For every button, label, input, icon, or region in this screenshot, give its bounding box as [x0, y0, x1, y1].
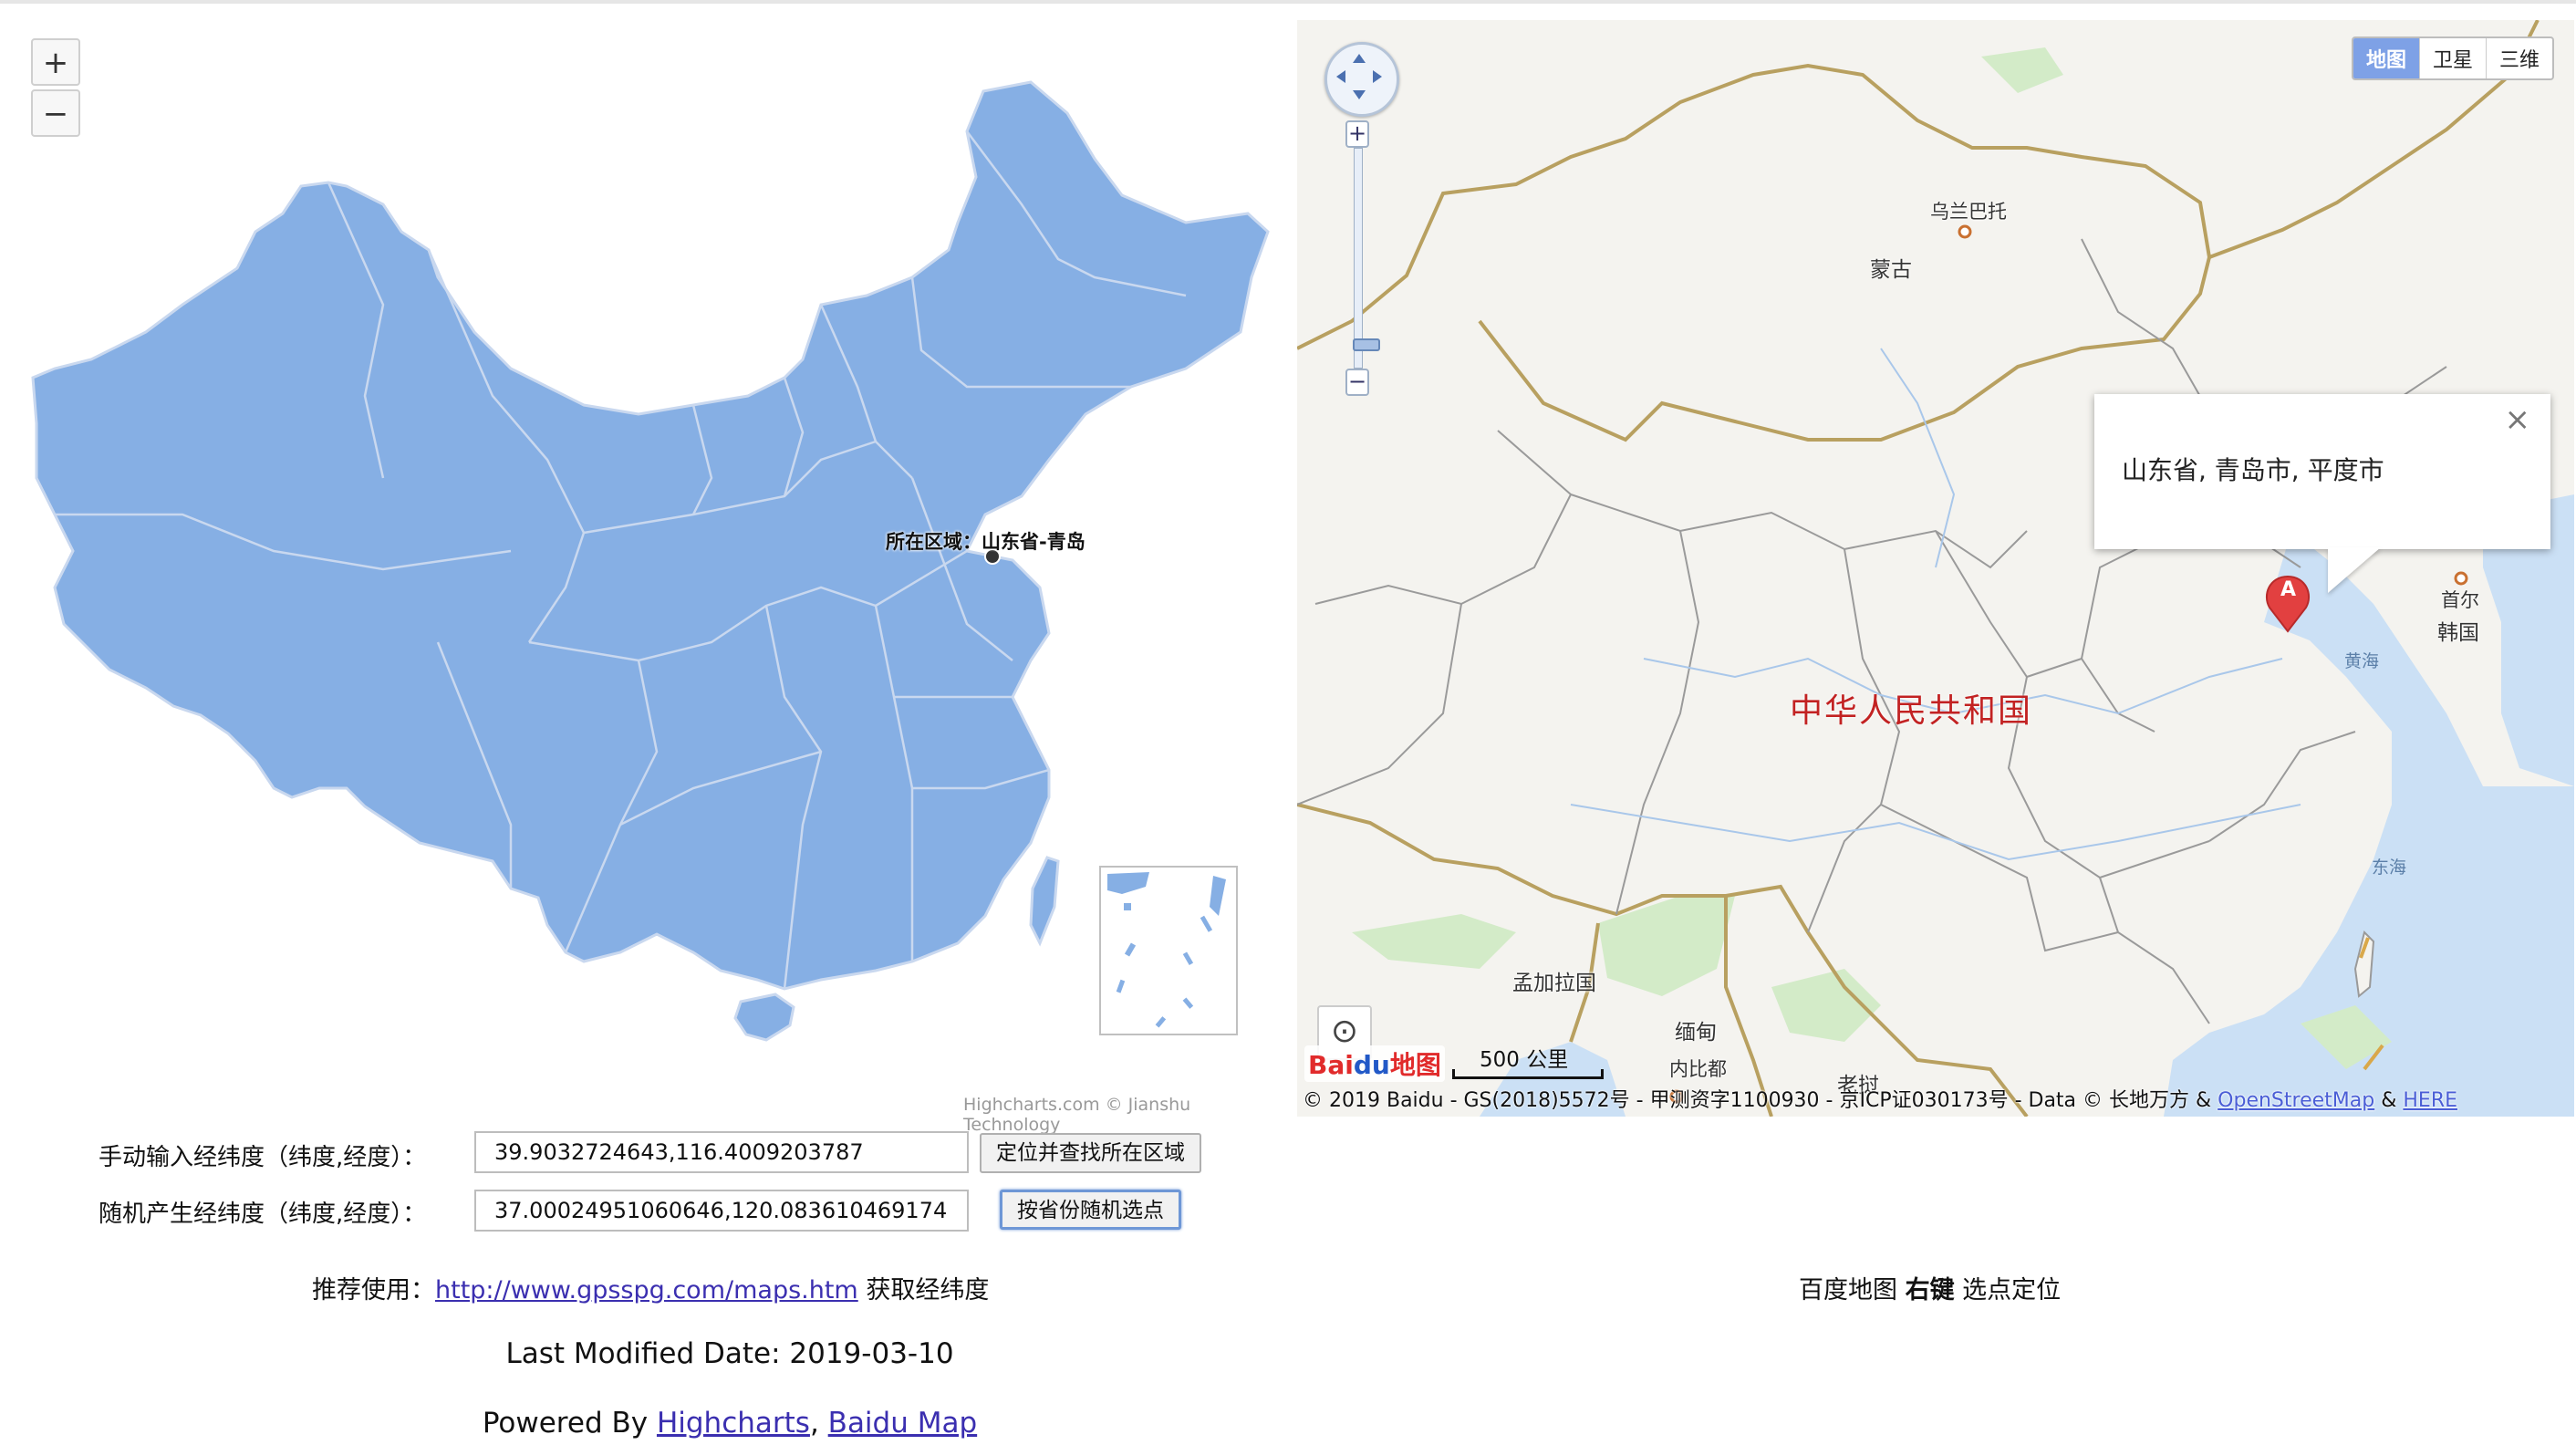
label-bangladesh: 孟加拉国 — [1512, 972, 1596, 995]
info-close-button[interactable]: × — [2504, 401, 2531, 438]
sea-area — [2164, 531, 2574, 1117]
info-window-text: 山东省, 青岛市, 平度市 — [2122, 455, 2384, 485]
random-coords-input[interactable] — [474, 1190, 969, 1232]
map-type-map[interactable]: 地图 — [2353, 38, 2419, 78]
label-myanmar: 缅甸 — [1675, 1021, 1717, 1045]
zoom-thumb[interactable] — [1353, 338, 1380, 351]
label-yellow-sea: 黄海 — [2344, 651, 2380, 671]
last-modified: Last Modified Date: 2019-03-10 — [505, 1337, 954, 1370]
map-type-switch[interactable]: 地图 卫星 三维 — [2351, 36, 2554, 80]
baidu-map[interactable]: A + − 地图 卫星 三维 乌兰巴托 蒙古 中华人民共和国 首尔 韩国 黄海 … — [1297, 20, 2574, 1117]
bd-zoom-in-button[interactable]: + — [1345, 120, 1369, 148]
powered-by: Powered By Highcharts, Baidu Map — [482, 1407, 978, 1440]
location-marker[interactable] — [984, 548, 1001, 565]
openstreetmap-link[interactable]: OpenStreetMap — [2218, 1089, 2375, 1112]
zoom-out-button[interactable]: − — [31, 89, 80, 137]
recommend-line: 推荐使用：http://www.gpsspg.com/maps.htm 获取经纬… — [312, 1276, 990, 1305]
marker-letter: A — [2280, 578, 2297, 601]
sea-area-east — [2483, 494, 2574, 786]
zoom-in-button[interactable]: + — [31, 38, 80, 86]
bd-zoom-out-button[interactable]: − — [1345, 369, 1369, 396]
province-borders-bd — [1297, 238, 2447, 1024]
highcharts-credit[interactable]: Highcharts.com © Jianshu Technology — [963, 1095, 1191, 1135]
map-copyright: © 2019 Baidu - GS(2018)5572号 - 甲测资字11009… — [1303, 1089, 2458, 1112]
bay-of-bengal — [1480, 1042, 1626, 1117]
label-laos: 老挝 — [1837, 1074, 1879, 1097]
manual-coords-label: 手动输入经纬度（纬度,经度）： — [99, 1144, 427, 1171]
crosshair-icon: ⊙ — [1330, 1013, 1359, 1050]
island-mark — [2363, 1044, 2384, 1071]
island-mark-2 — [2359, 937, 2370, 959]
south-sea-islands — [1107, 872, 1226, 1028]
manual-coords-input[interactable] — [474, 1131, 969, 1173]
baidu-map-base — [1297, 20, 2574, 1117]
province-borders — [55, 130, 1187, 990]
top-divider — [0, 0, 2576, 4]
info-window[interactable]: × 山东省, 青岛市, 平度市 — [2094, 394, 2550, 549]
china-map-svg[interactable] — [0, 4, 1286, 1126]
label-seoul: 首尔 — [2441, 589, 2479, 611]
forest-areas — [1352, 47, 2392, 1069]
random-by-province-button[interactable]: 按省份随机选点 — [1000, 1190, 1181, 1230]
here-link[interactable]: HERE — [2403, 1089, 2458, 1112]
random-coords-label: 随机产生经纬度（纬度,经度）： — [99, 1201, 427, 1228]
pan-control[interactable] — [1324, 42, 1399, 117]
scale-bar — [1452, 1069, 1604, 1079]
hainan-island[interactable] — [733, 993, 795, 1042]
marker-label: 所在区域：山东省-青岛 — [886, 531, 1085, 553]
zoom-track[interactable] — [1353, 148, 1380, 369]
info-window-tail — [2328, 547, 2381, 593]
rivers — [1570, 348, 2301, 861]
highcharts-link[interactable]: Highcharts — [656, 1407, 810, 1440]
map-type-satellite[interactable]: 卫星 — [2418, 38, 2486, 78]
country-borders — [1297, 20, 2540, 1117]
locate-region-button[interactable]: 定位并查找所在区域 — [980, 1133, 1201, 1173]
label-korea: 韩国 — [2437, 621, 2479, 645]
label-naypyidaw: 内比都 — [1669, 1058, 1727, 1080]
taiwan-bd — [2353, 930, 2375, 998]
china-mainland[interactable] — [31, 80, 1270, 991]
highcharts-china-map[interactable]: + − 所在区域：山东省-青岛 Highcharts.com © Jianshu… — [0, 4, 1286, 1135]
pan-arrows-icon — [1336, 54, 1382, 99]
label-east-sea: 东海 — [2372, 858, 2407, 878]
seoul-dot — [2454, 571, 2468, 586]
label-china: 中华人民共和国 — [1790, 692, 2033, 730]
naypyidaw-dot — [1669, 1089, 1684, 1104]
label-mongolia: 蒙古 — [1870, 258, 1912, 282]
baidu-marker[interactable] — [2265, 575, 2311, 633]
gpsspg-link[interactable]: http://www.gpsspg.com/maps.htm — [435, 1276, 858, 1305]
baidu-logo[interactable]: Baidu地图 — [1304, 1045, 1445, 1082]
scale-label: 500 公里 — [1480, 1048, 1569, 1072]
map-type-3d[interactable]: 三维 — [2485, 38, 2552, 78]
baidu-map-link[interactable]: Baidu Map — [827, 1407, 978, 1440]
zoom-slider[interactable]: + − — [1345, 120, 1380, 403]
label-ulaanbaatar: 乌兰巴托 — [1930, 201, 2007, 223]
taiwan-island[interactable] — [1029, 856, 1060, 947]
ulaanbaatar-dot — [1958, 224, 1972, 239]
baidu-tip: 百度地图 右键 选点定位 — [1799, 1276, 2062, 1305]
